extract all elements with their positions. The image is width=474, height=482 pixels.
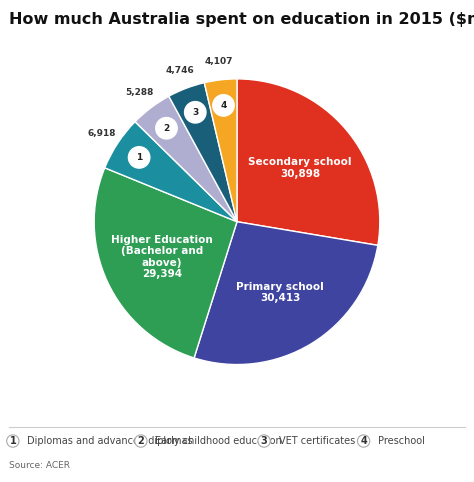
Wedge shape <box>194 222 378 364</box>
Wedge shape <box>105 122 237 222</box>
Circle shape <box>184 102 206 123</box>
Wedge shape <box>135 96 237 222</box>
Text: 4: 4 <box>360 436 367 446</box>
Text: Early childhood education: Early childhood education <box>155 436 282 446</box>
Text: 1: 1 <box>9 436 16 446</box>
Wedge shape <box>94 168 237 358</box>
Text: How much Australia spent on education in 2015 ($million): How much Australia spent on education in… <box>9 12 474 27</box>
Wedge shape <box>237 79 380 245</box>
Wedge shape <box>169 83 237 222</box>
Text: 4,107: 4,107 <box>204 57 233 66</box>
Circle shape <box>156 118 177 139</box>
Text: 3: 3 <box>192 108 199 117</box>
Text: Higher Education
(Bachelor and
above)
29,394: Higher Education (Bachelor and above) 29… <box>111 235 213 280</box>
Text: Secondary school
30,898: Secondary school 30,898 <box>248 158 352 179</box>
Circle shape <box>213 94 234 116</box>
Wedge shape <box>204 79 237 222</box>
Text: 3: 3 <box>261 436 267 446</box>
Text: Diplomas and advanced diplomas: Diplomas and advanced diplomas <box>27 436 193 446</box>
Text: 2: 2 <box>137 436 144 446</box>
Text: Source: ACER: Source: ACER <box>9 461 71 470</box>
Text: 4: 4 <box>220 101 227 110</box>
Text: 4,746: 4,746 <box>165 67 194 75</box>
Text: 2: 2 <box>164 124 170 133</box>
Text: 1: 1 <box>136 153 142 162</box>
Text: 6,918: 6,918 <box>88 129 117 137</box>
Text: Primary school
30,413: Primary school 30,413 <box>237 281 324 303</box>
Text: Preschool: Preschool <box>378 436 425 446</box>
Text: 5,288: 5,288 <box>126 88 154 97</box>
Text: VET certificates: VET certificates <box>279 436 355 446</box>
Circle shape <box>128 147 150 168</box>
